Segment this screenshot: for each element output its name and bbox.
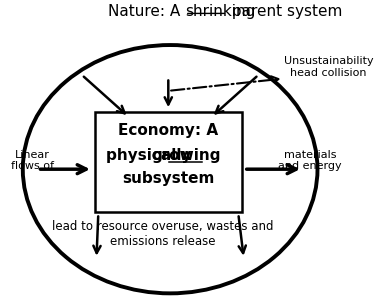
Text: materials
and energy: materials and energy: [278, 149, 342, 171]
Text: Linear
flows of: Linear flows of: [11, 149, 53, 171]
Text: growing: growing: [151, 148, 220, 163]
Text: lead to resource overuse, wastes and
emissions release: lead to resource overuse, wastes and emi…: [52, 220, 274, 248]
Text: Nature: A: Nature: A: [108, 4, 185, 18]
Text: Economy: A: Economy: A: [118, 123, 219, 138]
Text: shrinking: shrinking: [185, 4, 255, 18]
Bar: [95, 112, 242, 212]
Text: Unsustainability
head collision: Unsustainability head collision: [284, 56, 373, 78]
Text: parent system: parent system: [227, 4, 343, 18]
Text: physically: physically: [106, 148, 197, 163]
Text: subsystem: subsystem: [122, 170, 214, 186]
